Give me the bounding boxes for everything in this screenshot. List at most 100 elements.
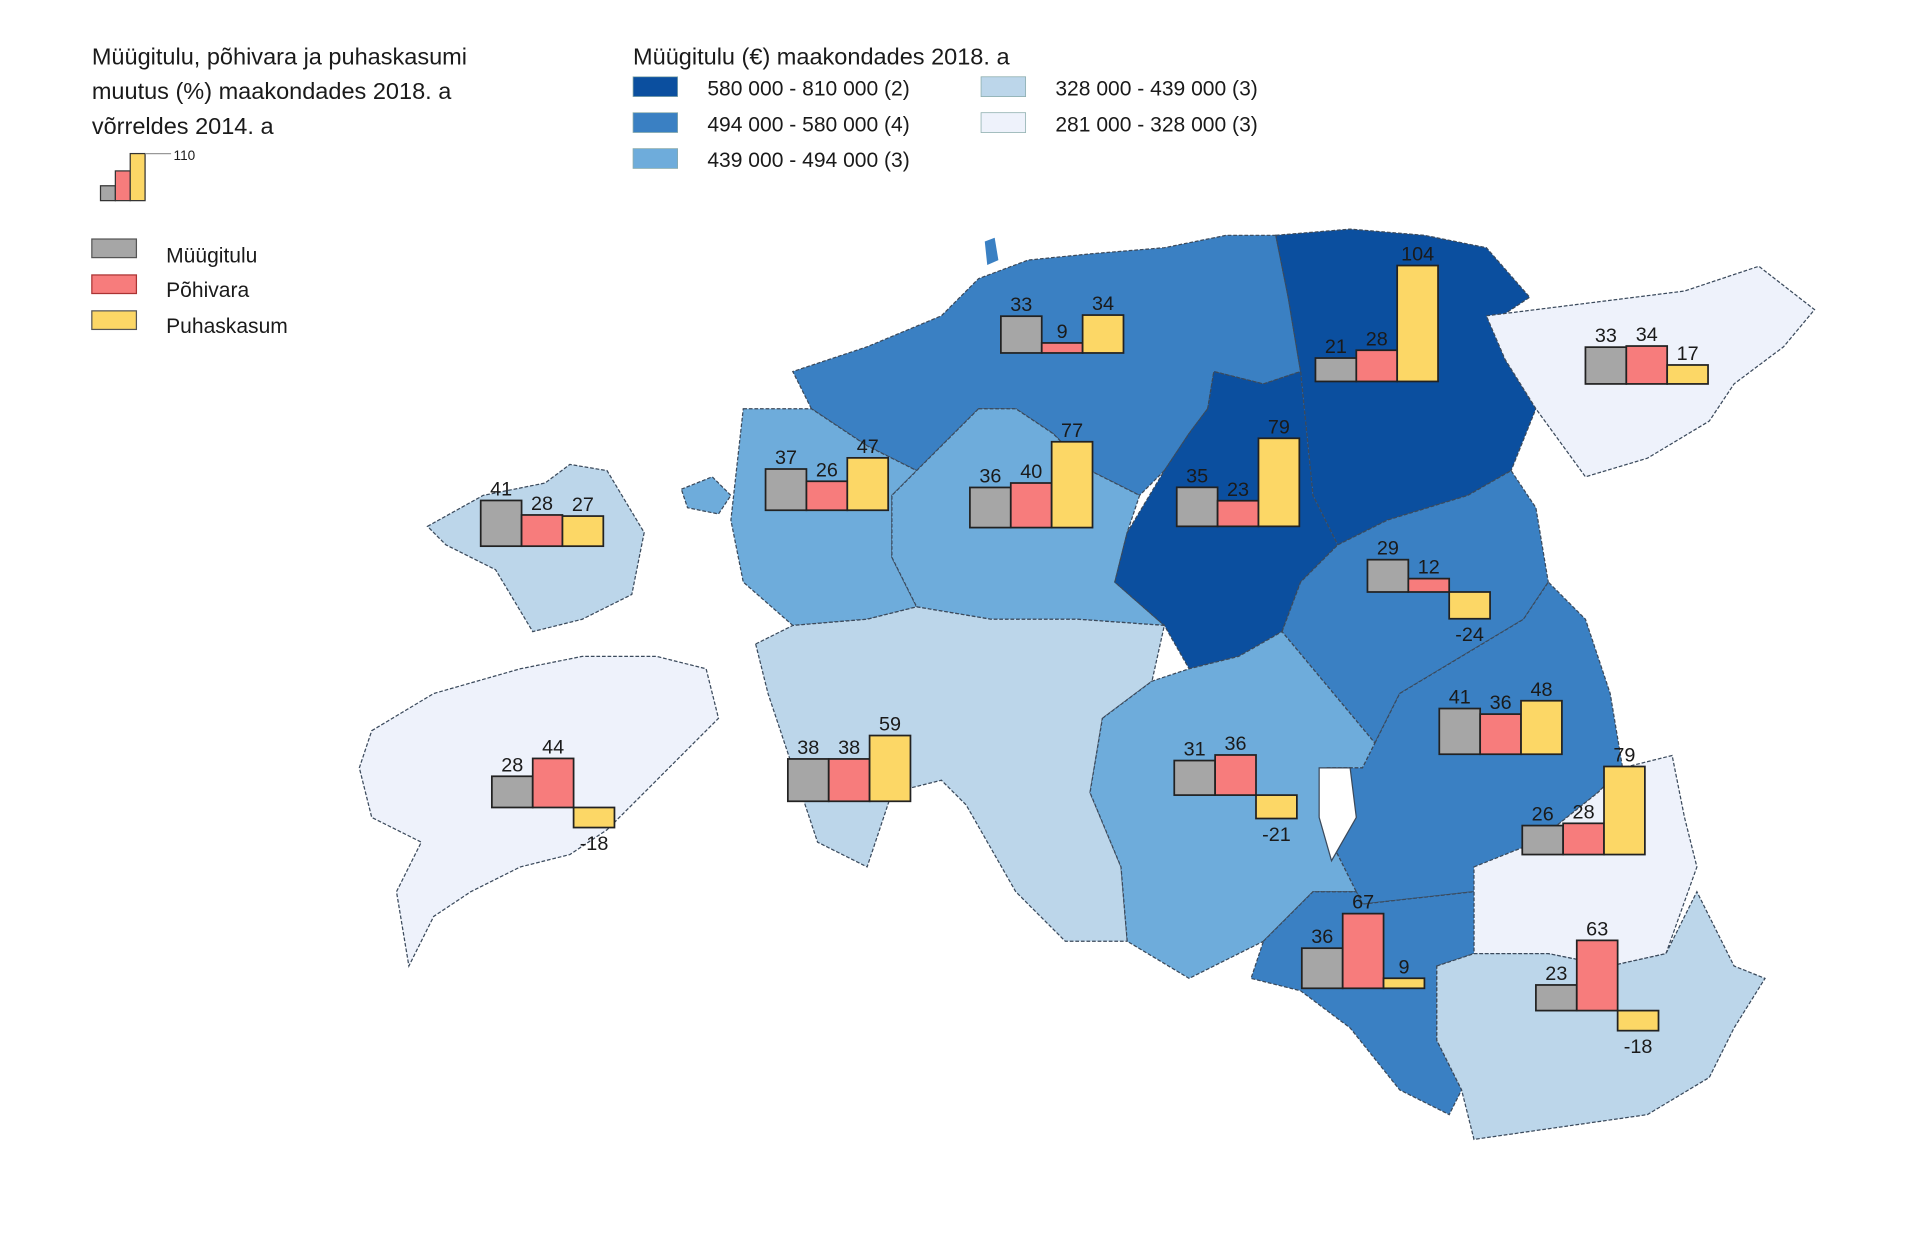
bar-label-tartu-2: 48: [1530, 679, 1552, 701]
choropleth-swatch: [980, 112, 1027, 133]
bar-parnu-1: [827, 758, 871, 803]
choropleth-class-label: 580 000 - 810 000 (2): [707, 77, 909, 100]
bar-label-ida-viru-2: 17: [1677, 343, 1699, 365]
bar-laane-viru-1: [1355, 349, 1399, 383]
bar-label-saare-1: 44: [542, 736, 564, 758]
bar-group-saare: 28 44 -18: [490, 736, 616, 855]
bar-jogeva-2: [1448, 591, 1491, 620]
bar-viljandi-0: [1173, 759, 1216, 796]
bar-group-voru: 23 63 -18: [1535, 918, 1660, 1058]
bar-label-laane-0: 37: [775, 447, 797, 469]
legend-item-puhaskasum: Puhaskasum: [91, 310, 288, 338]
bar-valga-2: [1382, 977, 1426, 990]
bar-label-voru-1: 63: [1586, 918, 1608, 940]
choropleth-class-label: 328 000 - 439 000 (3): [1055, 77, 1257, 100]
scale-bar-gray: [99, 185, 116, 202]
bar-polva-2: [1603, 765, 1646, 856]
bar-label-viljandi-1: 36: [1225, 733, 1247, 755]
bar-group-jarva: 35 23 79: [1175, 416, 1301, 528]
bar-jarva-2: [1257, 437, 1301, 528]
bar-group-laane: 37 26 47: [764, 436, 890, 512]
bar-saare-2: [572, 806, 616, 829]
bar-polva-0: [1521, 824, 1565, 856]
bar-voru-1: [1575, 939, 1619, 1012]
bar-group-parnu: 38 38 59: [786, 714, 912, 803]
choropleth-class-0: 580 000 - 810 000 (2): [632, 76, 910, 100]
legend-label-pohivara: Põhivara: [166, 279, 249, 302]
bar-label-hiiu-1: 28: [531, 493, 553, 515]
legend-swatch-puhaskasum: [91, 310, 138, 331]
county-viljandi: [1089, 630, 1376, 980]
bar-label-hiiu-0: 41: [490, 479, 512, 501]
bar-saare-1: [531, 757, 575, 809]
bar-label-hiiu-2: 27: [572, 494, 594, 516]
bar-tartu-1: [1479, 713, 1522, 756]
bar-group-tartu: 41 36 48: [1438, 679, 1563, 756]
bar-hiiu-1: [520, 514, 564, 548]
bar-group-jogeva: 29 12 -24: [1366, 538, 1491, 646]
bar-viljandi-2: [1255, 794, 1298, 820]
bar-laane-viru-0: [1314, 357, 1358, 383]
legend-item-pohivara: Põhivara: [91, 274, 249, 302]
island-naissaar: [984, 237, 999, 266]
bar-label-parnu-2: 59: [879, 714, 901, 736]
county-saare: [358, 655, 720, 968]
bar-label-harju-0: 33: [1010, 294, 1032, 316]
bar-viljandi-1: [1214, 754, 1257, 796]
bar-laane-0: [764, 468, 808, 512]
bar-legend-title-1: Müügitulu, põhivara ja puhaskasumi: [92, 43, 467, 69]
bar-legend-title-3: võrreldes 2014. a: [92, 113, 275, 139]
bar-label-saare-2: -18: [580, 833, 609, 855]
bar-label-voru-0: 23: [1545, 963, 1567, 985]
bar-hiiu-0: [479, 499, 523, 548]
bar-label-rapla-1: 40: [1020, 461, 1042, 483]
choropleth-class-label: 494 000 - 580 000 (4): [707, 113, 909, 136]
bar-ida-viru-1: [1625, 345, 1669, 385]
bar-label-tartu-0: 41: [1449, 687, 1471, 709]
bar-label-jarva-1: 23: [1227, 479, 1249, 501]
bar-label-harju-2: 34: [1092, 293, 1114, 315]
bar-laane-2: [846, 456, 890, 512]
bar-rapla-2: [1050, 440, 1094, 529]
bar-label-valga-2: 9: [1398, 956, 1409, 978]
bar-label-ida-viru-1: 34: [1636, 324, 1658, 346]
bar-rapla-1: [1009, 482, 1053, 529]
bar-jogeva-0: [1366, 558, 1410, 593]
bar-label-jogeva-1: 12: [1418, 557, 1440, 579]
bar-parnu-2: [868, 734, 912, 803]
county-parnu: [754, 606, 1166, 942]
bar-laane-1: [805, 480, 849, 512]
legend-label-puhaskasum: Puhaskasum: [166, 315, 288, 338]
scale-bar-red: [114, 170, 131, 202]
choropleth-swatch: [632, 76, 678, 97]
bar-label-viljandi-0: 31: [1184, 739, 1206, 761]
bar-label-parnu-1: 38: [838, 737, 860, 759]
choropleth-legend: Müügitulu (€) maakondades 2018. a 580 00…: [632, 43, 1258, 172]
scale-bar-yellow: [129, 152, 146, 202]
bar-label-rapla-0: 36: [979, 466, 1001, 488]
bar-label-saare-0: 28: [501, 754, 523, 776]
bar-label-voru-2: -18: [1624, 1036, 1653, 1058]
bar-label-laane-viru-1: 28: [1366, 328, 1388, 350]
scale-value: 110: [174, 148, 196, 163]
choropleth-class-1: 494 000 - 580 000 (4): [632, 112, 910, 136]
bar-tartu-2: [1520, 699, 1563, 756]
bar-label-polva-2: 79: [1613, 745, 1635, 767]
bar-valga-1: [1341, 912, 1385, 990]
bar-group-ida-viru: 33 34 17: [1584, 324, 1709, 385]
bar-jarva-1: [1216, 499, 1260, 528]
bar-ida-viru-2: [1666, 364, 1709, 385]
choropleth-swatch: [632, 112, 678, 133]
lake-vortsjarv: [1318, 767, 1357, 863]
choropleth-class-label: 281 000 - 328 000 (3): [1055, 113, 1257, 136]
bar-valga-0: [1300, 947, 1344, 990]
bar-jarva-0: [1175, 486, 1219, 528]
choropleth-class-3: 328 000 - 439 000 (3): [980, 76, 1258, 100]
bar-label-laane-1: 26: [816, 459, 838, 481]
bar-voru-0: [1535, 984, 1578, 1012]
island-vormsi: [680, 476, 732, 515]
bar-label-ida-viru-0: 33: [1595, 325, 1617, 347]
legend-label-muugitulu: Müügitulu: [166, 245, 257, 268]
choropleth-class-2: 439 000 - 494 000 (3): [632, 148, 910, 172]
